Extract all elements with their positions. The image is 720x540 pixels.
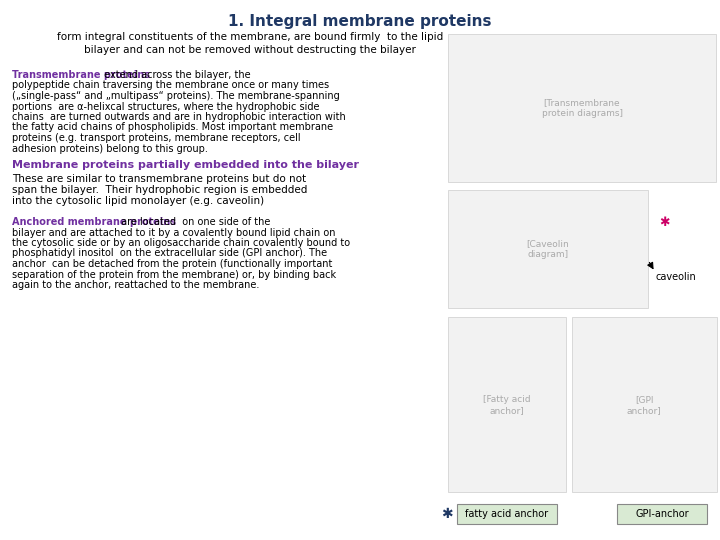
Text: into the cytosolic lipid monolayer (e.g. caveolin): into the cytosolic lipid monolayer (e.g.… bbox=[12, 196, 264, 206]
FancyBboxPatch shape bbox=[448, 317, 566, 492]
Text: fatty acid anchor: fatty acid anchor bbox=[465, 509, 549, 519]
Text: („single-pass“ and „multipass“ proteins). The membrane-spanning: („single-pass“ and „multipass“ proteins)… bbox=[12, 91, 340, 101]
Text: GPI-anchor: GPI-anchor bbox=[635, 509, 689, 519]
Text: portions  are α-helixcal structures, where the hydrophobic side: portions are α-helixcal structures, wher… bbox=[12, 102, 320, 111]
Text: form integral constituents of the membrane, are bound firmly  to the lipid
bilay: form integral constituents of the membra… bbox=[57, 32, 443, 55]
Text: phosphatidyl inositol  on the extracellular side (GPI anchor). The: phosphatidyl inositol on the extracellul… bbox=[12, 248, 327, 259]
FancyBboxPatch shape bbox=[572, 317, 717, 492]
FancyBboxPatch shape bbox=[617, 504, 707, 524]
Text: span the bilayer.  Their hydrophobic region is embedded: span the bilayer. Their hydrophobic regi… bbox=[12, 185, 307, 195]
Text: proteins (e.g. transport proteins, membrane receptors, cell: proteins (e.g. transport proteins, membr… bbox=[12, 133, 301, 143]
Text: extend across the bilayer, the: extend across the bilayer, the bbox=[102, 70, 251, 80]
Text: anchor  can be detached from the protein (functionally important: anchor can be detached from the protein … bbox=[12, 259, 333, 269]
Text: 1. Integral membrane proteins: 1. Integral membrane proteins bbox=[228, 14, 492, 29]
Text: caveolin: caveolin bbox=[656, 272, 697, 282]
Text: [Transmembrane
protein diagrams]: [Transmembrane protein diagrams] bbox=[541, 98, 623, 118]
Text: the fatty acid chains of phospholipids. Most important membrane: the fatty acid chains of phospholipids. … bbox=[12, 123, 333, 132]
Text: bilayer and are attached to it by a covalently bound lipid chain on: bilayer and are attached to it by a cova… bbox=[12, 227, 336, 238]
FancyBboxPatch shape bbox=[448, 34, 716, 182]
Text: separation of the protein from the membrane) or, by binding back: separation of the protein from the membr… bbox=[12, 269, 336, 280]
Text: Anchored membrane proteins: Anchored membrane proteins bbox=[12, 217, 176, 227]
Text: are located  on one side of the: are located on one side of the bbox=[117, 217, 270, 227]
Text: adhesion proteins) belong to this group.: adhesion proteins) belong to this group. bbox=[12, 144, 208, 153]
Text: [Caveolin
diagram]: [Caveolin diagram] bbox=[526, 239, 570, 259]
Text: [GPI
anchor]: [GPI anchor] bbox=[626, 395, 662, 415]
Text: ✱: ✱ bbox=[659, 215, 670, 228]
Text: These are similar to transmembrane proteins but do not: These are similar to transmembrane prote… bbox=[12, 174, 306, 184]
Text: chains  are turned outwards and are in hydrophobic interaction with: chains are turned outwards and are in hy… bbox=[12, 112, 346, 122]
FancyBboxPatch shape bbox=[448, 190, 648, 308]
Text: [Fatty acid
anchor]: [Fatty acid anchor] bbox=[483, 395, 531, 415]
Text: the cytosolic side or by an oligosaccharide chain covalently bound to: the cytosolic side or by an oligosacchar… bbox=[12, 238, 350, 248]
Text: Membrane proteins partially embedded into the bilayer: Membrane proteins partially embedded int… bbox=[12, 160, 359, 170]
Text: polypeptide chain traversing the membrane once or many times: polypeptide chain traversing the membran… bbox=[12, 80, 329, 91]
Text: again to the anchor, reattached to the membrane.: again to the anchor, reattached to the m… bbox=[12, 280, 259, 290]
FancyBboxPatch shape bbox=[457, 504, 557, 524]
Text: ✱: ✱ bbox=[441, 507, 453, 521]
Text: Transmembrane proteins: Transmembrane proteins bbox=[12, 70, 150, 80]
